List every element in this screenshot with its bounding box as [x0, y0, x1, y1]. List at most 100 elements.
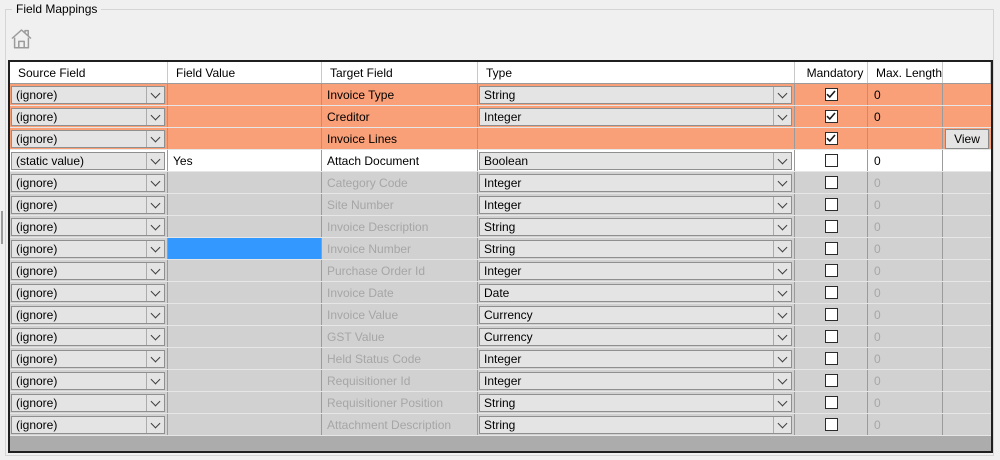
source-field-dropdown[interactable]: (ignore) — [11, 283, 165, 302]
mandatory-checkbox[interactable] — [824, 264, 838, 277]
source-field-dropdown[interactable]: (ignore) — [11, 415, 165, 434]
chevron-down-icon[interactable] — [773, 86, 791, 103]
mandatory-checkbox[interactable] — [824, 154, 838, 167]
field-value-cell[interactable] — [168, 282, 322, 303]
field-value-cell[interactable] — [168, 260, 322, 281]
header-cell-max-length[interactable]: Max. Length — [868, 62, 943, 83]
source-field-dropdown[interactable]: (ignore) — [11, 239, 165, 258]
type-dropdown[interactable]: Integer — [479, 349, 792, 368]
type-dropdown[interactable]: Currency — [479, 327, 792, 346]
mandatory-checkbox[interactable] — [824, 132, 838, 145]
chevron-down-icon[interactable] — [146, 306, 164, 323]
header-cell-target-field[interactable]: Target Field — [322, 62, 478, 83]
type-dropdown[interactable]: Integer — [479, 261, 792, 280]
chevron-down-icon[interactable] — [146, 328, 164, 345]
mandatory-checkbox[interactable] — [824, 418, 838, 431]
source-field-dropdown[interactable]: (ignore) — [11, 173, 165, 192]
type-dropdown[interactable]: Boolean — [479, 151, 792, 170]
chevron-down-icon[interactable] — [773, 306, 791, 323]
header-cell-source-field[interactable]: Source Field — [10, 62, 168, 83]
field-value-cell[interactable]: Yes — [168, 150, 322, 171]
chevron-down-icon[interactable] — [773, 262, 791, 279]
source-field-dropdown[interactable]: (ignore) — [11, 349, 165, 368]
left-splitter-handle[interactable] — [1, 211, 3, 244]
source-field-dropdown[interactable]: (ignore) — [11, 195, 165, 214]
mandatory-checkbox[interactable] — [824, 396, 838, 409]
field-value-cell[interactable] — [168, 348, 322, 369]
field-value-cell[interactable] — [168, 392, 322, 413]
field-value-cell[interactable] — [168, 370, 322, 391]
source-field-dropdown[interactable]: (ignore) — [11, 305, 165, 324]
chevron-down-icon[interactable] — [773, 240, 791, 257]
chevron-down-icon[interactable] — [146, 416, 164, 433]
source-field-dropdown[interactable]: (ignore) — [11, 261, 165, 280]
type-dropdown[interactable]: String — [479, 217, 792, 236]
chevron-down-icon[interactable] — [773, 350, 791, 367]
source-field-dropdown[interactable]: (ignore) — [11, 85, 165, 104]
mandatory-checkbox[interactable] — [824, 220, 838, 233]
chevron-down-icon[interactable] — [146, 218, 164, 235]
source-field-dropdown[interactable]: (ignore) — [11, 129, 165, 148]
type-dropdown[interactable]: Integer — [479, 371, 792, 390]
field-value-cell[interactable] — [168, 84, 322, 105]
chevron-down-icon[interactable] — [773, 394, 791, 411]
type-dropdown[interactable]: String — [479, 415, 792, 434]
field-value-cell[interactable] — [168, 326, 322, 347]
type-dropdown[interactable]: Integer — [479, 173, 792, 192]
field-value-cell[interactable] — [168, 238, 322, 259]
chevron-down-icon[interactable] — [146, 152, 164, 169]
chevron-down-icon[interactable] — [146, 174, 164, 191]
chevron-down-icon[interactable] — [146, 196, 164, 213]
type-dropdown[interactable]: Integer — [479, 107, 792, 126]
chevron-down-icon[interactable] — [146, 108, 164, 125]
chevron-down-icon[interactable] — [773, 152, 791, 169]
mandatory-checkbox[interactable] — [824, 352, 838, 365]
chevron-down-icon[interactable] — [773, 416, 791, 433]
type-dropdown[interactable]: Currency — [479, 305, 792, 324]
home-button[interactable] — [9, 28, 35, 54]
chevron-down-icon[interactable] — [146, 394, 164, 411]
field-value-cell[interactable] — [168, 304, 322, 325]
source-field-dropdown[interactable]: (ignore) — [11, 107, 165, 126]
header-cell-action[interactable] — [943, 62, 991, 83]
field-value-cell[interactable] — [168, 128, 322, 149]
chevron-down-icon[interactable] — [773, 328, 791, 345]
header-cell-field-value[interactable]: Field Value — [168, 62, 322, 83]
source-field-dropdown[interactable]: (static value) — [11, 151, 165, 170]
chevron-down-icon[interactable] — [773, 108, 791, 125]
mandatory-checkbox[interactable] — [824, 198, 838, 211]
header-cell-type[interactable]: Type — [478, 62, 795, 83]
source-field-dropdown[interactable]: (ignore) — [11, 327, 165, 346]
field-value-cell[interactable] — [168, 216, 322, 237]
chevron-down-icon[interactable] — [773, 174, 791, 191]
view-button[interactable]: View — [945, 128, 989, 149]
chevron-down-icon[interactable] — [146, 240, 164, 257]
mandatory-checkbox[interactable] — [824, 110, 838, 123]
chevron-down-icon[interactable] — [146, 350, 164, 367]
type-dropdown[interactable]: String — [479, 393, 792, 412]
type-dropdown[interactable]: Integer — [479, 195, 792, 214]
field-value-cell[interactable] — [168, 194, 322, 215]
field-value-cell[interactable] — [168, 414, 322, 435]
mandatory-checkbox[interactable] — [824, 176, 838, 189]
mandatory-checkbox[interactable] — [824, 286, 838, 299]
chevron-down-icon[interactable] — [773, 284, 791, 301]
mandatory-checkbox[interactable] — [824, 374, 838, 387]
source-field-dropdown[interactable]: (ignore) — [11, 393, 165, 412]
source-field-dropdown[interactable]: (ignore) — [11, 371, 165, 390]
field-value-cell[interactable] — [168, 106, 322, 127]
mandatory-checkbox[interactable] — [824, 88, 838, 101]
header-cell-mandatory[interactable]: Mandatory — [795, 62, 868, 83]
chevron-down-icon[interactable] — [146, 86, 164, 103]
chevron-down-icon[interactable] — [146, 262, 164, 279]
mandatory-checkbox[interactable] — [824, 330, 838, 343]
chevron-down-icon[interactable] — [146, 284, 164, 301]
chevron-down-icon[interactable] — [773, 218, 791, 235]
field-value-cell[interactable] — [168, 172, 322, 193]
chevron-down-icon[interactable] — [146, 372, 164, 389]
chevron-down-icon[interactable] — [773, 372, 791, 389]
type-dropdown[interactable]: String — [479, 85, 792, 104]
chevron-down-icon[interactable] — [146, 130, 164, 147]
mandatory-checkbox[interactable] — [824, 308, 838, 321]
type-dropdown[interactable]: String — [479, 239, 792, 258]
